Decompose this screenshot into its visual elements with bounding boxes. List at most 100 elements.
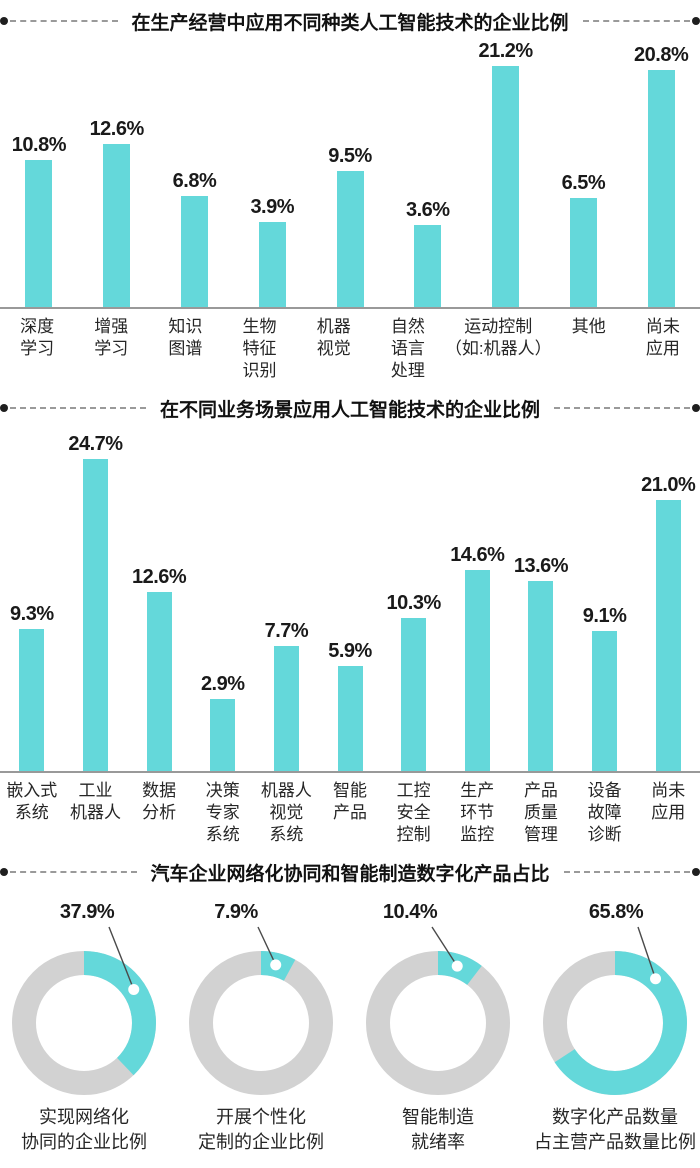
bar-chart-business-scenarios: 9.3% 24.7% 12.6% 2.9% 7.7% 5.9% 10.3% 14.6% 13.6… [0, 423, 700, 771]
bar [528, 581, 554, 771]
bar [401, 618, 427, 771]
bar-column: 5.9% [318, 639, 382, 771]
bar-column: 6.8% [156, 169, 234, 307]
donut-chart-group: 37.9% 实现网络化 协同的企业比例 7.9% 开展个性化 定制的企业比例 10.4% 智能… [0, 887, 700, 1162]
donut-value-label: 10.4% [382, 901, 438, 923]
bar-axis-label: 增强 学习 [94, 317, 129, 358]
donut-rings-canvas [12, 926, 687, 1095]
donut-ring-value [543, 951, 687, 1095]
bar [492, 66, 520, 307]
bar-axis-label: 产品 质量 管理 [523, 781, 558, 844]
donut-ring-value [189, 951, 333, 1095]
header-end-dot-right [692, 17, 700, 25]
section-header: 汽车企业网络化协同和智能制造数字化产品占比 [0, 857, 700, 887]
bar-value-label: 3.9% [250, 196, 295, 218]
bar-column: 2.9% [191, 672, 255, 771]
bar-axis-label: 知识 图谱 [168, 317, 203, 358]
bar-column: 14.6% [445, 543, 509, 771]
x-axis-labels: 嵌入式 系统 工业 机器人 数据 分析 决策 专家 系统 机器人 视觉 系统 智能 产品 工控 安全 控制 生产环… [0, 773, 700, 847]
bar-value-label: 12.6% [89, 118, 145, 140]
bar-column: 21.0% [636, 473, 700, 771]
bar-column: 6.5% [544, 171, 622, 307]
bar-value-label: 6.8% [172, 170, 217, 192]
header-end-dot-right [692, 404, 700, 412]
bar [464, 570, 490, 771]
bar [414, 225, 442, 307]
bar-axis-label: 尚未 应用 [645, 317, 680, 358]
header-end-dot-right [692, 868, 700, 876]
header-dashed-rule-left [10, 871, 137, 873]
section-header: 在生产经营中应用不同种类人工智能技术的企业比例 [0, 6, 700, 36]
bar-value-label: 10.8% [11, 134, 67, 156]
section-title: 汽车企业网络化协同和智能制造数字化产品占比 [150, 863, 550, 885]
donut-caption: 开展个性化 定制的企业比例 [198, 1107, 324, 1152]
donut-ring-value [12, 951, 156, 1095]
x-axis-line [0, 307, 700, 309]
bar-axis-label: 生产 环节 监控 [460, 781, 495, 844]
donut-leader-dot [270, 959, 282, 971]
section-header: 在不同业务场景应用人工智能技术的企业比例 [0, 393, 700, 423]
donut-leader-dot [128, 983, 140, 995]
donut-ring-value [366, 951, 510, 1095]
donut-value-label: 37.9% [59, 901, 115, 923]
bar-column: 3.9% [233, 195, 311, 307]
bar [103, 144, 131, 307]
bar-axis-label: 其他 [571, 317, 606, 336]
section-title: 在生产经营中应用不同种类人工智能技术的企业比例 [131, 12, 569, 34]
donut-caption: 数字化产品数量 占主营产品数量比例 [534, 1107, 696, 1152]
bar-value-label: 7.7% [264, 620, 309, 642]
bar-value-label: 14.6% [450, 544, 505, 566]
bar-column: 12.6% [127, 565, 191, 771]
bar-axis-label: 尚未 应用 [651, 781, 686, 822]
bar-value-label: 5.9% [328, 640, 372, 662]
bar-axis-label: 运动控制 （如:机器人） [444, 317, 552, 358]
bar [258, 222, 286, 307]
bar [569, 198, 597, 307]
bar-axis-label: 智能 产品 [333, 781, 368, 822]
bar-column: 7.7% [255, 619, 319, 771]
bar [336, 171, 364, 307]
bar-axis-label: 生物 特征 识别 [242, 317, 277, 380]
section-title: 在不同业务场景应用人工智能技术的企业比例 [160, 399, 541, 421]
bar-axis-label: 机器人 视觉 系统 [260, 781, 312, 844]
bar-axis-label: 工业 机器人 [69, 781, 121, 822]
bar [273, 646, 299, 771]
bar [19, 629, 45, 771]
x-axis-labels: 深度 学习 增强 学习 知识 图谱 生物 特征 识别 机器 视觉 自然 语言 处理 运动控制 （如:机器人） 其… [0, 309, 700, 383]
bar-chart-ai-types: 10.8% 12.6% 6.8% 3.9% 9.5% 3.6% 21.2% 6.5% 20.8% [0, 36, 700, 307]
bar-column: 9.3% [0, 602, 64, 771]
bar-axis-label: 嵌入式 系统 [6, 781, 58, 822]
bar-column: 21.2% [467, 39, 545, 307]
bar-axis-label: 自然 语言 处理 [390, 317, 425, 380]
header-dashed-rule-left [10, 407, 146, 409]
bar-axis-label: 深度 学习 [20, 317, 55, 358]
bar-column: 20.8% [622, 43, 700, 307]
donut-leader-line [637, 926, 657, 979]
bar [337, 666, 363, 771]
bar-axis-label: 设备 故障 诊断 [587, 781, 622, 844]
bar [180, 196, 208, 307]
header-end-dot-left [0, 868, 8, 876]
donut-value-label: 65.8% [588, 901, 644, 923]
bar-value-label: 3.6% [406, 199, 450, 221]
bar-column: 12.6% [78, 117, 156, 307]
bar-axis-label: 机器 视觉 [316, 317, 351, 358]
bar-value-label: 6.5% [561, 172, 606, 194]
donut-value-label: 7.9% [214, 901, 258, 923]
donut-ring-bg [366, 951, 510, 1095]
donut-leader-dot [451, 960, 463, 972]
bar-value-label: 9.5% [328, 145, 372, 167]
bar-value-label: 10.3% [386, 592, 442, 614]
donut-leader-dot [650, 973, 662, 985]
bar-value-label: 9.1% [582, 605, 627, 627]
bar [592, 631, 618, 771]
bar-column: 10.3% [382, 591, 446, 771]
bar [82, 459, 108, 771]
bar-value-label: 2.9% [200, 673, 245, 695]
bar-value-label: 12.6% [131, 566, 187, 588]
bar-column: 24.7% [64, 432, 128, 771]
section-business-scenarios: 在不同业务场景应用人工智能技术的企业比例 9.3% 24.7% 12.6% 2.9% 7… [0, 393, 700, 847]
bar-value-label: 20.8% [634, 44, 689, 66]
bar [210, 699, 236, 771]
bar-axis-label: 数据 分析 [142, 781, 177, 822]
